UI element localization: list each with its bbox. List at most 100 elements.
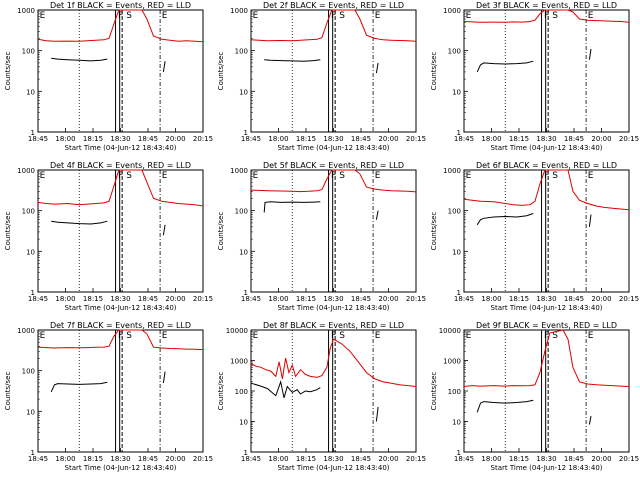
- x-axis-label: Start Time (04-Jun-12 18:43:40): [491, 144, 603, 152]
- x-tick-label: 20:15: [406, 455, 426, 463]
- x-tick-label: 18:00: [481, 455, 501, 463]
- region-marker: F: [544, 11, 549, 21]
- panel-title: Det 9f BLACK = Events, RED = LLD: [476, 321, 617, 330]
- y-tick-label: 10: [26, 248, 35, 256]
- series-line: [50, 381, 108, 393]
- x-tick-label: 20:00: [378, 455, 398, 463]
- region-marker: F: [118, 331, 123, 341]
- y-tick-label: 1000: [230, 167, 248, 175]
- series-line: [51, 57, 108, 62]
- x-tick-label: 18:00: [268, 295, 288, 303]
- y-tick-label: 1000: [17, 167, 35, 175]
- plot-frame: [463, 329, 630, 453]
- series-line: [37, 9, 204, 43]
- y-tick-label: 1: [244, 289, 248, 297]
- region-marker: E: [162, 171, 168, 181]
- x-tick-label: 20:15: [193, 135, 213, 143]
- x-tick-label: 18:30: [323, 135, 343, 143]
- x-tick-label: 18:15: [509, 135, 529, 143]
- x-tick-label: 18:45: [28, 135, 48, 143]
- x-tick-label: 18:30: [536, 455, 556, 463]
- y-tick-label: 100: [22, 368, 35, 376]
- panel-title: Det 4f BLACK = Events, RED = LLD: [50, 161, 191, 170]
- x-tick-label: 18:00: [55, 295, 75, 303]
- series-line: [250, 169, 417, 193]
- x-tick-label: 18:45: [138, 455, 158, 463]
- y-tick-label: 10: [26, 408, 35, 416]
- region-marker: E: [466, 171, 472, 181]
- region-marker: E: [375, 11, 381, 21]
- series-line: [588, 214, 592, 227]
- y-axis-label: Counts/sec: [430, 212, 438, 251]
- y-tick-label: 10: [26, 88, 35, 96]
- y-tick-label: 1: [457, 289, 461, 297]
- region-marker: S: [126, 171, 132, 181]
- series-line: [463, 329, 630, 387]
- region-marker: S: [126, 331, 132, 341]
- x-tick-label: 20:00: [591, 455, 611, 463]
- x-tick-label: 18:45: [564, 455, 584, 463]
- x-tick-label: 18:00: [268, 455, 288, 463]
- plot-frame: [463, 9, 630, 133]
- region-marker: F: [544, 171, 549, 181]
- region-marker: E: [588, 11, 594, 21]
- y-tick-label: 1000: [17, 327, 35, 335]
- plot-frame: [37, 9, 204, 133]
- x-tick-label: 18:45: [241, 455, 261, 463]
- x-axis-label: Start Time (04-Jun-12 18:43:40): [65, 304, 177, 312]
- x-tick-label: 18:30: [323, 455, 343, 463]
- plot-frame: [37, 169, 204, 293]
- region-marker: E: [466, 331, 472, 341]
- region-marker: F: [331, 11, 336, 21]
- x-tick-label: 18:00: [481, 135, 501, 143]
- x-tick-label: 20:00: [378, 135, 398, 143]
- region-marker: E: [466, 11, 472, 21]
- y-tick-label: 1: [244, 129, 248, 137]
- y-tick-label: 10: [452, 419, 461, 427]
- x-tick-label: 18:15: [296, 135, 316, 143]
- series-line: [162, 371, 166, 383]
- plot-frame: [250, 169, 417, 293]
- x-tick-label: 20:00: [591, 295, 611, 303]
- x-tick-label: 18:45: [454, 295, 474, 303]
- series-line: [263, 201, 321, 213]
- panel-4: Det 4f BLACK = Events, RED = LLD 1 10 100 10…: [4, 161, 213, 312]
- region-marker: S: [339, 331, 345, 341]
- x-tick-label: 18:00: [55, 455, 75, 463]
- x-tick-label: 18:30: [110, 455, 130, 463]
- x-tick-label: 18:30: [323, 295, 343, 303]
- panel-5: Det 5f BLACK = Events, RED = LLD 1 10 100 10…: [217, 161, 426, 312]
- panel-title: Det 7f BLACK = Events, RED = LLD: [50, 321, 191, 330]
- series-line: [463, 9, 630, 23]
- x-tick-label: 18:15: [296, 455, 316, 463]
- panel-title: Det 1f BLACK = Events, RED = LLD: [50, 1, 191, 10]
- x-tick-label: 18:45: [241, 135, 261, 143]
- region-marker: E: [588, 331, 594, 341]
- y-axis-label: Counts/sec: [4, 212, 12, 251]
- region-marker: S: [339, 11, 345, 21]
- y-axis-label: Counts/sec: [217, 212, 225, 251]
- x-axis-label: Start Time (04-Jun-12 18:43:40): [65, 464, 177, 472]
- series-line: [162, 61, 166, 72]
- x-tick-label: 18:45: [28, 455, 48, 463]
- x-tick-label: 18:15: [296, 295, 316, 303]
- x-tick-label: 18:45: [564, 135, 584, 143]
- x-tick-label: 20:15: [619, 455, 639, 463]
- x-tick-label: 18:00: [268, 135, 288, 143]
- series-line: [375, 62, 379, 74]
- region-marker: S: [552, 331, 558, 341]
- region-marker: S: [339, 171, 345, 181]
- panel-title: Det 5f BLACK = Events, RED = LLD: [263, 161, 404, 170]
- region-marker: S: [552, 11, 558, 21]
- plot-frame: [250, 329, 417, 453]
- y-tick-label: 1: [31, 289, 35, 297]
- y-tick-label: 100: [22, 48, 35, 56]
- x-axis-label: Start Time (04-Jun-12 18:43:40): [278, 304, 390, 312]
- x-tick-label: 20:15: [619, 295, 639, 303]
- y-tick-label: 1000: [443, 358, 461, 366]
- region-marker: S: [126, 11, 132, 21]
- x-tick-label: 18:15: [83, 135, 103, 143]
- region-marker: F: [544, 331, 549, 341]
- x-tick-label: 20:15: [193, 455, 213, 463]
- y-tick-label: 1000: [17, 7, 35, 15]
